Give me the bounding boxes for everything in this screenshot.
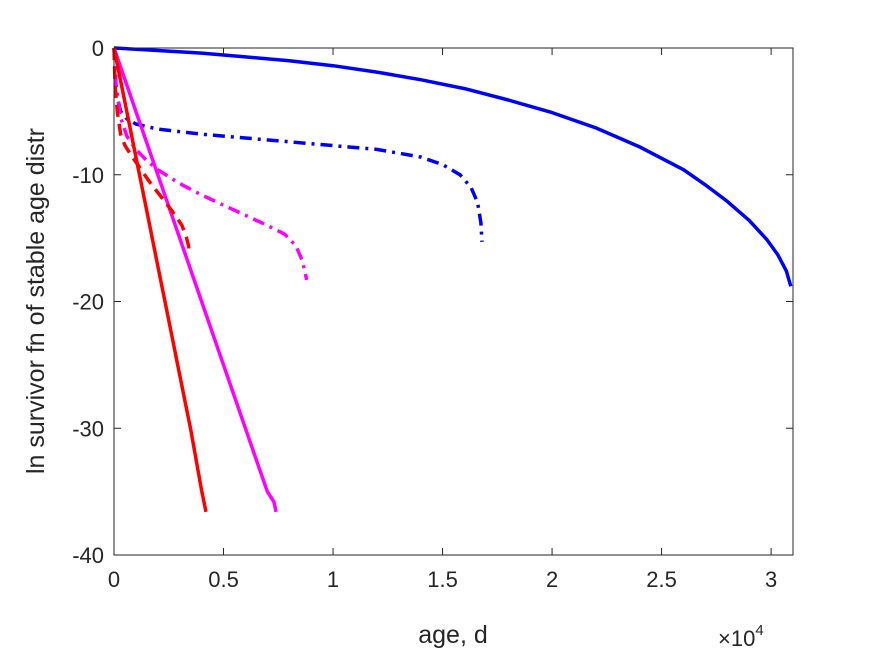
x-exponent-base: 10: [731, 626, 755, 651]
x-exponent-times: ×: [718, 626, 731, 651]
x-exponent-label: ×104: [718, 622, 764, 651]
y-tick-label: 0: [92, 36, 104, 61]
series-line-4: [112, 47, 309, 281]
x-tick-label: 2.5: [646, 567, 677, 592]
x-axis-label: age, d: [418, 621, 488, 649]
x-tick-label: 0.5: [208, 567, 239, 592]
x-exponent-power: 4: [755, 622, 763, 639]
series-line-1: [113, 46, 793, 287]
x-tick-label: 2: [546, 567, 558, 592]
series-layer: [112, 46, 793, 513]
y-tick-label: -20: [72, 290, 104, 315]
tick-layer: 0 0.5 1 1.5 2 2.5 3 0 -10 -20 -30 -40: [72, 36, 793, 592]
plot-area: [114, 48, 793, 555]
y-tick-label: -40: [72, 543, 104, 568]
series-line-6: [112, 47, 192, 255]
series-line-2: [112, 47, 484, 243]
x-tick-label: 1.5: [427, 567, 458, 592]
x-tick-label: 1: [327, 567, 339, 592]
series-line-3: [112, 47, 278, 513]
y-tick-label: -10: [72, 163, 104, 188]
x-tick-label: 3: [765, 567, 777, 592]
y-tick-label: -30: [72, 416, 104, 441]
series-line-5: [112, 47, 208, 513]
y-axis-label: ln survivor fn of stable age distr: [22, 128, 50, 474]
x-tick-label: 0: [108, 567, 120, 592]
